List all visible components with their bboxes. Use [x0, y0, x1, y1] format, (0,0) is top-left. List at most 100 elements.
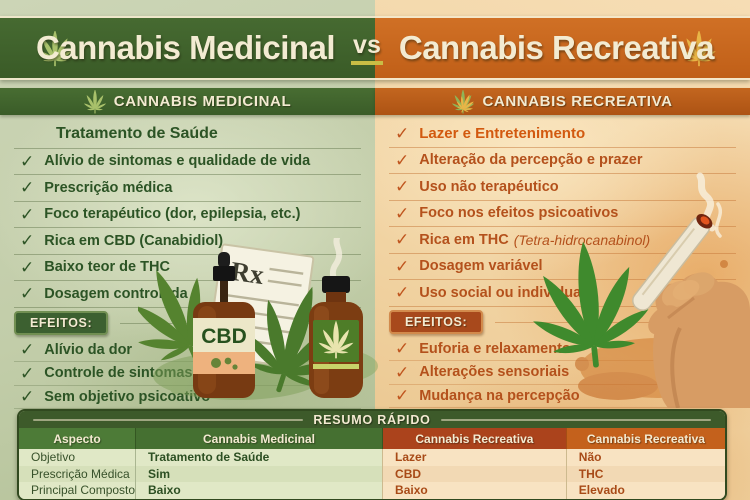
checkmark-icon: ✓: [20, 151, 35, 171]
list-item: ✓ Dosagem variável: [389, 254, 736, 280]
list-item-text: Controle de sintomas: [44, 365, 193, 382]
list-item: ✓ Dosagem controlada: [14, 281, 361, 308]
title-right: Cannabis Recreativa: [398, 29, 715, 66]
summary-header-row: Aspecto Cannabis Medicinal Cannabis Recr…: [19, 428, 725, 449]
table-row: Prescrição Médica Sim CBD THC: [19, 465, 725, 482]
medicinal-value-cell: Baixo: [134, 482, 383, 499]
list-item-text: Foco nos efeitos psicoativos: [419, 205, 619, 222]
checkmark-icon: ✓: [20, 387, 35, 407]
column-header-aspecto: Aspecto: [19, 428, 136, 449]
checkmark-icon: ✓: [20, 178, 35, 198]
recreational-column: ✓ Lazer e Entretenimento ✓ Alteração da pe…: [375, 115, 750, 408]
row-label-cell: Objetivo: [19, 449, 136, 466]
medicinal-subtitle-row: Tratamento de Saúde: [14, 121, 361, 149]
medicinal-column-header: CANNABIS MEDICINAL: [0, 88, 375, 115]
list-item-text: Rica em CBD (Canabidiol): [44, 232, 224, 249]
cannabis-leaf-icon: [84, 90, 106, 114]
list-item: ✓ Alterações sensoriais: [389, 361, 736, 385]
list-item-text: Uso não terapéutico: [419, 178, 559, 195]
list-item-text: Rica em THC: [419, 231, 509, 248]
checkmark-icon: ✓: [395, 124, 410, 144]
row-label-cell: Principal Composto: [19, 482, 136, 499]
medicinal-value-cell: Sim: [134, 465, 383, 482]
column-header-recreativa-1: Cannabis Recreativa: [382, 428, 567, 449]
list-item: ✓ Rica em THC (Tetra-hidrocanabinol): [389, 227, 736, 254]
checkmark-icon: ✓: [395, 203, 410, 223]
recreational-value-cell: Baixo: [382, 482, 567, 499]
medicinal-item-list: ✓ Alívio de sintomas e qualidade de vida …: [14, 149, 361, 308]
table-row: Principal Composto Baixo Baixo Elevado: [19, 482, 725, 499]
column-header-medicinal: Cannabis Medicinal: [134, 428, 383, 449]
summary-grid: Aspecto Cannabis Medicinal Cannabis Recr…: [19, 428, 725, 499]
medicinal-effects-list: ✓ Alívio da dor ✓ Controle de sintomas ✓ Se…: [14, 339, 361, 409]
list-item: ✓ Alívio da dor: [14, 339, 361, 362]
list-item-text: Baixo teor de THC: [44, 259, 170, 276]
list-item-text: Foco terapéutico (dor, epilepsia, etc.): [44, 206, 301, 223]
recreational-header-label: CANNABIS RECREATIVA: [482, 93, 673, 110]
medicinal-effects-row: EFEITOS:: [14, 310, 361, 337]
checkmark-icon: ✓: [20, 284, 35, 304]
list-item: ✓ Uso não terapéutico: [389, 174, 736, 201]
checkmark-icon: ✓: [395, 177, 410, 197]
checkmark-icon: ✓: [20, 204, 35, 224]
checkmark-icon: ✓: [395, 150, 410, 170]
list-item: ✓ Euforia e relaxamento: [389, 338, 736, 361]
effects-badge: EFEITOS:: [14, 311, 109, 335]
table-row: Objetivo Tratamento de Saúde Lazer Não: [19, 449, 725, 466]
list-item-text: Alívio da dor: [44, 341, 133, 358]
list-item-text: Mudança na percepção: [419, 387, 580, 404]
title-vs: vs: [351, 31, 383, 65]
checkmark-icon: ✓: [20, 257, 35, 277]
list-item-text: Uso social ou individual: [419, 284, 586, 301]
checkmark-icon: ✓: [395, 386, 410, 406]
summary-table: RESUMO RÁPIDO Aspecto Cannabis Medicinal…: [17, 409, 727, 500]
divider-line: [495, 321, 736, 323]
list-item-text: Alteração da percepção e prazer: [419, 152, 643, 169]
list-item: ✓ Foco nos efeitos psicoativos: [389, 201, 736, 227]
list-item-text: Sem objetivo psicoativo: [44, 388, 211, 405]
list-item: ✓ Mudança na percepção: [389, 385, 736, 408]
checkmark-icon: ✓: [395, 362, 410, 382]
summary-title-line: [33, 418, 304, 421]
checkmark-icon: ✓: [395, 230, 410, 250]
checkmark-icon: ✓: [395, 283, 410, 303]
summary-title: RESUMO RÁPIDO: [313, 412, 431, 427]
effects-badge: EFEITOS:: [389, 310, 484, 334]
title-left: Cannabis Medicinal: [35, 29, 336, 66]
recreational-value-cell: Elevado: [565, 482, 725, 499]
recreational-effects-list: ✓ Euforia e relaxamento ✓ Alterações senso…: [389, 338, 736, 408]
checkmark-icon: ✓: [20, 363, 35, 383]
list-item-text: Lazer e Entretenimento: [419, 125, 586, 143]
list-item: ✓ Sem objetivo psicoativo: [14, 386, 361, 409]
recreational-value-cell: Lazer: [382, 449, 567, 466]
row-label-cell: Prescrição Médica: [19, 465, 136, 482]
list-item: ✓ Uso social ou individual: [389, 280, 736, 307]
checkmark-icon: ✓: [20, 231, 35, 251]
list-item: ✓ Alteração da percepção e prazer: [389, 148, 736, 174]
summary-title-line: [440, 418, 712, 421]
column-header-recreativa-2: Cannabis Recreativa: [565, 428, 725, 449]
list-item: ✓ Controle de sintomas: [14, 362, 361, 386]
summary-title-bar: RESUMO RÁPIDO: [19, 411, 725, 428]
list-item-text: Alívio de sintomas e qualidade de vida: [44, 153, 311, 170]
medicinal-subtitle: Tratamento de Saúde: [56, 125, 218, 143]
list-item-text: Dosagem variável: [419, 258, 543, 275]
list-item-text: Prescrição médica: [44, 179, 173, 196]
list-item: ✓ Foco terapéutico (dor, epilepsia, etc.): [14, 202, 361, 228]
recreational-column-header: CANNABIS RECREATIVA: [375, 88, 750, 115]
list-item-text: Dosagem controlada: [44, 285, 188, 302]
title-banner: Cannabis Medicinal vs Cannabis Recreativ…: [0, 16, 750, 80]
list-item: ✓ Rica em CBD (Canabidiol): [14, 228, 361, 255]
divider-line: [120, 322, 361, 324]
list-item: ✓ Lazer e Entretenimento: [389, 121, 736, 148]
list-item: ✓ Baixo teor de THC: [14, 255, 361, 281]
checkmark-icon: ✓: [395, 256, 410, 276]
medicinal-value-cell: Tratamento de Saúde: [134, 449, 383, 466]
checkmark-icon: ✓: [20, 340, 35, 360]
checkmark-icon: ✓: [395, 339, 410, 359]
recreational-effects-row: EFEITOS:: [389, 309, 736, 336]
recreational-item-list: ✓ Lazer e Entretenimento ✓ Alteração da pe…: [389, 121, 736, 307]
recreational-value-cell: THC: [565, 465, 725, 482]
list-item: ✓ Alívio de sintomas e qualidade de vida: [14, 149, 361, 175]
